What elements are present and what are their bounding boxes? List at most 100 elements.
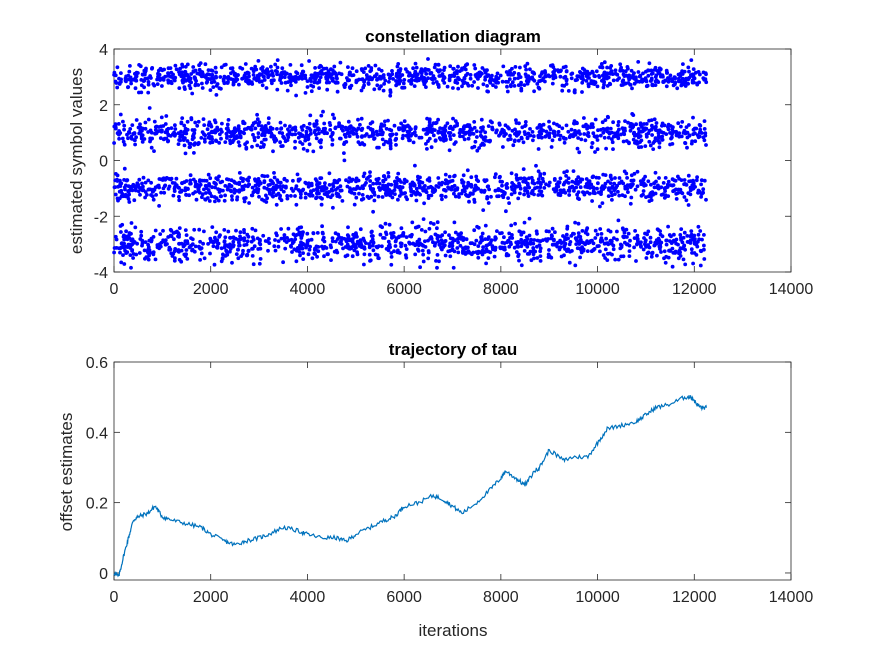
constellation-point: [469, 175, 474, 180]
constellation-point: [361, 186, 365, 191]
constellation-point: [281, 189, 286, 194]
constellation-point: [113, 79, 118, 84]
constellation-ytick-label: -2: [94, 209, 108, 226]
constellation-point: [660, 121, 665, 126]
constellation-point: [300, 134, 304, 139]
constellation-point: [275, 58, 280, 62]
constellation-point: [288, 79, 293, 84]
constellation-point: [576, 196, 580, 201]
constellation-point: [639, 193, 644, 198]
constellation-point: [369, 68, 374, 73]
constellation-point: [124, 77, 128, 81]
constellation-point: [616, 123, 620, 128]
constellation-point: [593, 191, 597, 196]
constellation-point: [496, 187, 501, 191]
constellation-point: [134, 135, 139, 140]
constellation-point: [263, 124, 268, 128]
constellation-point: [436, 83, 441, 87]
constellation-point: [189, 116, 194, 120]
constellation-point: [686, 65, 691, 70]
constellation-point: [400, 85, 404, 90]
constellation-point: [670, 142, 675, 146]
constellation-point: [199, 251, 204, 256]
constellation-point: [234, 188, 239, 193]
constellation-point: [133, 86, 138, 91]
constellation-point: [589, 145, 594, 150]
constellation-point: [334, 76, 339, 80]
constellation-point: [681, 235, 686, 240]
constellation-point: [608, 238, 613, 243]
constellation-point: [500, 231, 504, 235]
constellation-point: [667, 248, 671, 253]
constellation-point: [622, 230, 627, 235]
constellation-point: [547, 183, 551, 188]
constellation-point: [351, 126, 355, 131]
constellation-point: [553, 189, 557, 194]
constellation-point: [389, 262, 394, 267]
constellation-point: [486, 184, 491, 189]
constellation-point: [436, 117, 440, 122]
constellation-point: [357, 244, 362, 248]
constellation-point: [610, 193, 614, 198]
constellation-point: [472, 80, 476, 84]
constellation-point: [476, 249, 481, 254]
constellation-point: [538, 172, 543, 176]
constellation-point: [257, 74, 261, 78]
constellation-point: [400, 136, 405, 141]
constellation-point: [177, 186, 182, 190]
constellation-point: [193, 120, 198, 125]
constellation-point: [573, 180, 577, 185]
constellation-point: [691, 67, 696, 71]
constellation-point: [703, 133, 708, 138]
constellation-point: [690, 79, 695, 84]
constellation-point: [214, 75, 219, 80]
constellation-point: [294, 259, 299, 264]
constellation-point: [332, 178, 337, 183]
constellation-point: [406, 123, 410, 128]
constellation-point: [695, 175, 699, 180]
constellation-point: [540, 176, 545, 181]
constellation-point: [481, 208, 486, 213]
constellation-point: [140, 181, 144, 186]
constellation-point: [283, 72, 288, 77]
constellation-point: [698, 229, 703, 233]
constellation-point: [689, 58, 694, 62]
constellation-point: [488, 80, 493, 85]
constellation-point: [257, 194, 261, 199]
constellation-point: [371, 190, 376, 195]
constellation-point: [518, 75, 523, 79]
constellation-point: [466, 136, 471, 141]
constellation-point: [698, 263, 703, 268]
constellation-point: [265, 174, 270, 179]
constellation-point: [665, 71, 669, 75]
constellation-point: [282, 176, 287, 181]
constellation-point: [577, 129, 581, 134]
constellation-point: [388, 132, 392, 137]
constellation-point: [221, 252, 225, 257]
constellation-point: [452, 74, 457, 78]
constellation-point: [266, 121, 271, 125]
constellation-point: [330, 142, 335, 147]
constellation-point: [362, 171, 367, 176]
constellation-point: [173, 127, 178, 131]
constellation-point: [294, 202, 299, 207]
constellation-point: [157, 177, 162, 181]
constellation-point: [260, 83, 265, 88]
constellation-point: [231, 134, 236, 138]
constellation-point: [222, 240, 227, 244]
constellation-point: [190, 91, 195, 96]
constellation-point: [326, 252, 330, 257]
constellation-point: [183, 64, 188, 69]
constellation-point: [242, 127, 247, 132]
constellation-point: [222, 198, 227, 203]
constellation-point: [587, 76, 591, 80]
constellation-point: [613, 192, 617, 197]
constellation-point: [119, 77, 123, 82]
constellation-point: [571, 169, 576, 174]
constellation-point: [319, 113, 324, 118]
constellation-point: [480, 66, 485, 70]
constellation-point: [476, 244, 481, 249]
constellation-point: [130, 248, 135, 252]
constellation-point: [557, 247, 562, 252]
tau-ytick-label: 0: [99, 566, 108, 583]
